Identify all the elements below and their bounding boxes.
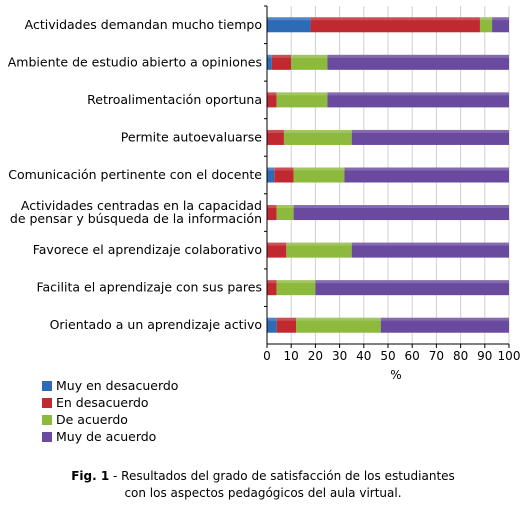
bar-segment-muy-en-desacuerdo bbox=[267, 54, 272, 70]
category-label: Favorece el aprendizaje colaborativo bbox=[33, 242, 262, 257]
bar-segment-en-desacuerdo bbox=[267, 92, 277, 108]
bar-highlight bbox=[267, 242, 509, 246]
bar-segment-en-desacuerdo bbox=[267, 129, 284, 145]
bar-segment-en-desacuerdo bbox=[274, 167, 294, 183]
bar-segment-muy-en-desacuerdo bbox=[267, 17, 311, 33]
bar-segment-en-desacuerdo bbox=[267, 205, 277, 221]
x-tick-label: 20 bbox=[308, 349, 323, 363]
bar-segment-de-acuerdo bbox=[276, 280, 316, 296]
x-tick-label: 100 bbox=[498, 349, 521, 363]
legend-swatch bbox=[42, 397, 52, 408]
category-label: Retroalimentación oportuna bbox=[87, 92, 262, 107]
bar-segment-de-acuerdo bbox=[283, 129, 352, 145]
x-tick-label: 10 bbox=[284, 349, 299, 363]
legend-label: De acuerdo bbox=[56, 412, 128, 427]
x-tick-label: 50 bbox=[380, 349, 395, 363]
category-label: Facilita el aprendizaje con sus pares bbox=[36, 280, 262, 295]
legend-label: En desacuerdo bbox=[56, 395, 149, 410]
stacked-bar-chart: 0 10 20 30 40 50 60 70 80 90 100% Actividades dema… bbox=[8, 5, 521, 380]
legend-item: Muy en desacuerdo bbox=[42, 377, 178, 394]
bar-segment-en-desacuerdo bbox=[276, 317, 297, 333]
bar-segment-en-desacuerdo bbox=[271, 54, 292, 70]
x-tick-label: 80 bbox=[453, 349, 468, 363]
bar-segment-muy-de-acuerdo bbox=[327, 92, 509, 108]
figure-caption: Fig. 1 - Resultados del grado de satisfa… bbox=[0, 468, 526, 502]
chart-axes: 0 10 20 30 40 50 60 70 80 90 100% bbox=[263, 5, 521, 380]
bar-segment-muy-de-acuerdo bbox=[315, 280, 509, 296]
category-label: Permite autoevaluarse bbox=[121, 129, 263, 144]
legend-item: De acuerdo bbox=[42, 411, 178, 428]
legend-item: En desacuerdo bbox=[42, 394, 178, 411]
bar-highlight bbox=[267, 317, 509, 321]
bar-segment-de-acuerdo bbox=[479, 17, 493, 33]
x-tick-label: 60 bbox=[405, 349, 420, 363]
x-tick-label: 90 bbox=[477, 349, 492, 363]
bar-segment-de-acuerdo bbox=[276, 92, 328, 108]
x-tick-label: 40 bbox=[356, 349, 371, 363]
legend-label: Muy de acuerdo bbox=[56, 429, 157, 444]
bar-segment-muy-de-acuerdo bbox=[380, 317, 509, 333]
bar-segment-en-desacuerdo bbox=[267, 242, 287, 258]
x-axis-title: % bbox=[390, 368, 401, 380]
bar-highlight bbox=[267, 167, 509, 171]
bar-segment-muy-en-desacuerdo bbox=[267, 167, 275, 183]
legend-label: Muy en desacuerdo bbox=[56, 378, 179, 393]
caption-line-2: con los aspectos pedagógicos del aula vi… bbox=[124, 486, 402, 500]
bar-highlight bbox=[267, 205, 509, 209]
legend-swatch bbox=[42, 414, 52, 425]
chart-bars bbox=[267, 17, 509, 333]
bar-segment-muy-de-acuerdo bbox=[293, 205, 509, 221]
bar-segment-muy-de-acuerdo bbox=[351, 129, 509, 145]
bar-highlight bbox=[267, 280, 509, 284]
bar-segment-muy-de-acuerdo bbox=[344, 167, 509, 183]
x-tick-label: 0 bbox=[263, 349, 271, 363]
bar-segment-muy-de-acuerdo bbox=[327, 54, 509, 70]
x-tick-label: 70 bbox=[429, 349, 444, 363]
bar-segment-en-desacuerdo bbox=[310, 17, 480, 33]
legend-swatch bbox=[42, 380, 52, 391]
legend-item: Muy de acuerdo bbox=[42, 428, 178, 445]
bar-segment-de-acuerdo bbox=[296, 317, 381, 333]
legend-swatch bbox=[42, 431, 52, 442]
bar-segment-muy-de-acuerdo bbox=[351, 242, 509, 258]
bar-highlight bbox=[267, 129, 509, 133]
category-label: Ambiente de estudio abierto a opiniones bbox=[8, 54, 262, 69]
bar-segment-en-desacuerdo bbox=[267, 280, 277, 296]
category-label: Actividades demandan mucho tiempo bbox=[25, 17, 262, 32]
legend: Muy en desacuerdo En desacuerdo De acuerdo… bbox=[42, 377, 178, 445]
bar-segment-muy-en-desacuerdo bbox=[267, 317, 277, 333]
x-tick-label: 30 bbox=[332, 349, 347, 363]
bar-segment-de-acuerdo bbox=[293, 167, 345, 183]
caption-line-1: - Resultados del grado de satisfacción d… bbox=[109, 469, 455, 483]
bar-highlight bbox=[267, 17, 509, 21]
bar-segment-de-acuerdo bbox=[291, 54, 328, 70]
caption-label: Fig. 1 bbox=[71, 469, 110, 483]
bar-segment-de-acuerdo bbox=[286, 242, 352, 258]
category-label: Orientado a un aprendizaje activo bbox=[50, 317, 262, 332]
category-labels: Actividades demandan mucho tiempo Ambient… bbox=[8, 17, 263, 332]
category-label: Actividades centradas en la capacidad de … bbox=[10, 198, 262, 226]
bar-highlight bbox=[267, 92, 509, 96]
bar-highlight bbox=[267, 54, 509, 58]
bar-segment-de-acuerdo bbox=[276, 205, 294, 221]
category-label: Comunicación pertinente con el docente bbox=[8, 167, 262, 182]
bar-segment-muy-de-acuerdo bbox=[492, 17, 509, 33]
